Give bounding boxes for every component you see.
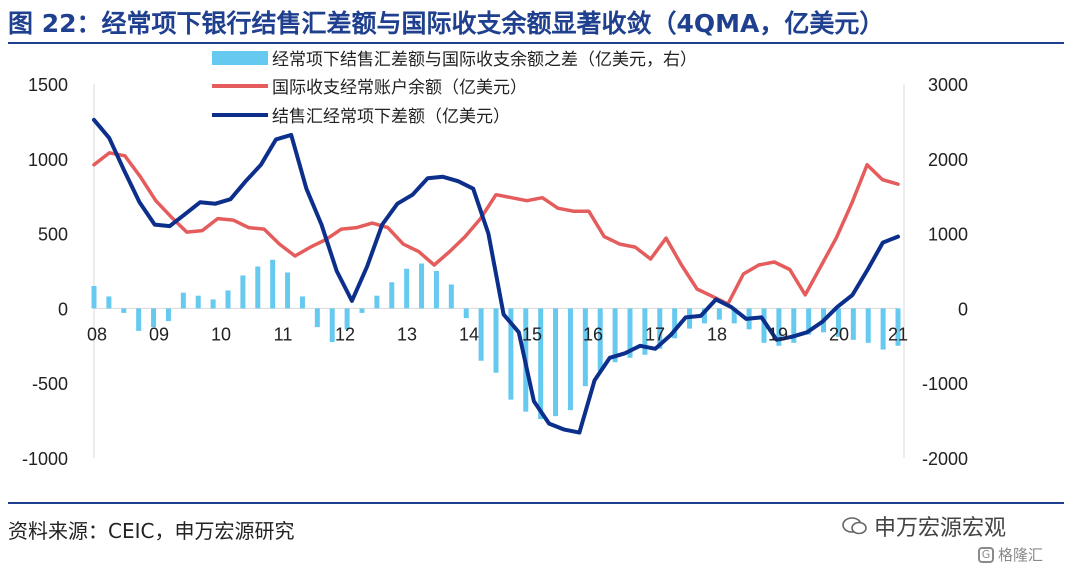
right-tick-label: 2000 [928,150,968,170]
bar [582,308,588,387]
bar [731,308,737,324]
bar [478,308,484,361]
bar [151,308,157,328]
right-tick-label: 3000 [928,75,968,95]
bar [240,275,246,309]
bar [195,295,201,309]
navy-line [92,117,900,435]
x-tick-label: 09 [149,324,169,344]
legend-swatch-bar [212,51,268,65]
bar [553,308,559,417]
left-tick-label: 1500 [28,75,68,95]
x-tick-label: 11 [274,324,293,344]
source-note: 资料来源：CEIC，申万宏源研究 [8,519,295,543]
bar [106,296,112,309]
bar [880,308,886,350]
bar [463,308,469,319]
bar [225,290,231,309]
bar [716,308,722,320]
bar [806,308,812,335]
bar [210,299,216,309]
left-tick-label: 0 [58,299,68,319]
x-tick-label: 15 [522,324,542,344]
bar [538,308,544,420]
bar [299,296,305,309]
bar [672,308,678,339]
red-line [92,151,900,306]
footer-divider [8,502,1064,504]
legend-label: 结售汇经常项下差额（亿美元） [272,107,510,126]
wechat-label: 申万宏源宏观 [874,516,1007,541]
plot-area: 1500 1000 500 0 -500 -1000 3000 2000 1000 0 -1000 -… [22,50,968,469]
x-tick-label: 19 [768,324,788,344]
left-tick-label: -500 [32,374,68,394]
bar [419,263,425,309]
right-tick-label: 0 [958,299,968,319]
bar [255,266,261,309]
bar [835,308,841,337]
right-tick-label: -2000 [922,449,968,469]
x-tick-label: 13 [397,324,417,344]
bar [136,308,142,331]
x-tick-label: 16 [583,324,603,344]
watermark-logo-icon: G [978,546,994,563]
bar [493,308,499,373]
bar [344,308,350,330]
watermark: G 格隆汇 [978,544,1043,565]
wechat-icon [842,517,867,535]
x-tick-label: 08 [87,324,107,344]
bar [776,308,782,346]
x-tick-label: 12 [335,324,355,344]
bar [270,259,276,309]
x-tick-label: 10 [211,324,231,344]
bar [121,308,127,313]
bar [389,282,395,309]
left-tick-label: -1000 [22,449,68,469]
bar [433,271,439,309]
watermark-label: 格隆汇 [998,546,1044,564]
bar [612,308,618,363]
bar [657,308,663,349]
page-title: 图 22：经常项下银行结售汇差额与国际收支余额显著收敛（4QMA，亿美元） [8,9,885,38]
bar [180,292,186,309]
legend-label: 经常项下结售汇差额与国际收支余额之差（亿美元，右） [272,50,697,69]
x-tick-label: 20 [829,324,849,344]
bar [374,295,380,309]
bar [791,308,797,343]
title-divider [8,42,1064,44]
bar [701,308,707,324]
bar [448,284,454,309]
left-tick-label: 1000 [28,150,68,170]
x-tick-label: 17 [645,324,665,344]
wechat-badge: 申万宏源宏观 [842,510,1006,542]
right-tick-label: -1000 [922,374,968,394]
bar [508,308,514,400]
x-tick-label: 14 [459,324,479,344]
bar [895,308,901,346]
left-tick-label: 500 [38,225,68,245]
bar [285,272,291,309]
bar [404,268,410,309]
chart: 1500 1000 500 0 -500 -1000 3000 2000 1000 0 -1000 -… [22,50,968,469]
bar [165,308,171,322]
right-tick-label: 1000 [928,225,968,245]
bar [865,308,871,343]
bar [359,308,365,313]
bar [642,308,648,355]
bar [850,308,856,340]
bar [91,285,97,309]
bar [314,308,320,328]
bar [627,308,633,358]
x-tick-label: 21 [888,324,908,344]
bar [597,308,603,372]
legend-label: 国际收支经常账户余额（亿美元） [272,78,527,97]
bar [761,308,767,343]
x-tick-label: 18 [707,324,727,344]
bar [567,308,573,411]
bar [329,308,335,343]
